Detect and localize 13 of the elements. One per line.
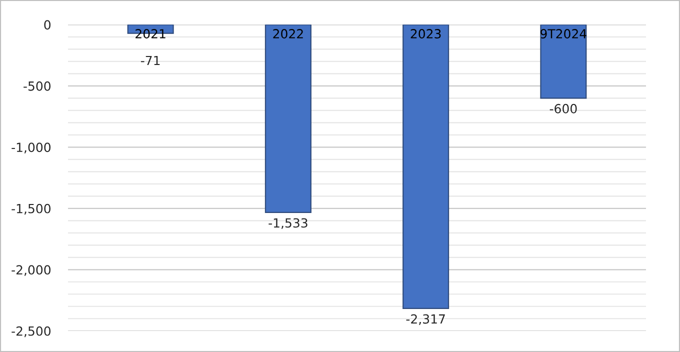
y-tick-label: 0 [44, 20, 51, 30]
y-tick-label: -500 [24, 81, 51, 91]
data-label: -1,533 [268, 218, 308, 229]
x-tick-label: 2023 [410, 29, 441, 38]
y-tick-label: -1,500 [12, 204, 51, 215]
data-label: -600 [550, 104, 577, 114]
y-tick-label: -2,500 [12, 326, 51, 338]
x-tick-label: 9T2024 [540, 29, 586, 38]
data-label: -2,317 [406, 314, 445, 325]
data-label: -71 [140, 56, 160, 66]
x-tick-label: 2022 [273, 29, 303, 38]
y-tick-label: -1,000 [12, 142, 51, 154]
y-tick-label: -2,000 [12, 265, 51, 276]
